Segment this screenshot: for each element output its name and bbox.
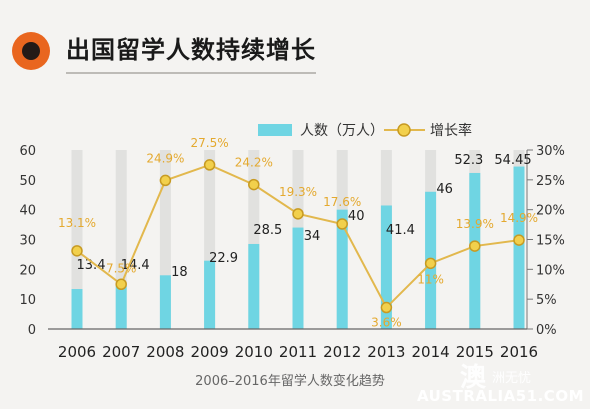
y-right-tick-label: 20% [536, 204, 565, 219]
bar-background [204, 150, 216, 329]
growth-rate-label: 11% [417, 272, 444, 286]
y-right-tick-label: 5% [536, 293, 557, 308]
y-left-tick-label: 30 [19, 234, 36, 249]
growth-rate-label: 17.6% [323, 195, 361, 209]
bar-value-label: 54.45 [494, 153, 531, 168]
legend-bar-swatch [258, 124, 292, 136]
growth-rate-point [424, 257, 437, 270]
legend-bar-label: 人数（万人） [300, 123, 384, 139]
x-tick-label: 2016 [500, 343, 538, 361]
x-tick-label: 2013 [367, 343, 405, 361]
bar [71, 289, 83, 329]
x-tick-label: 2007 [102, 343, 140, 361]
growth-rate-label: 27.5% [191, 136, 229, 150]
growth-rate-label: 19.3% [279, 185, 317, 199]
bar [115, 286, 127, 329]
bar [380, 205, 392, 329]
bar-value-label: 34 [304, 229, 321, 244]
bar [292, 227, 304, 329]
bar [204, 260, 216, 329]
x-tick-label: 2012 [323, 343, 361, 361]
growth-rate-point [159, 174, 172, 187]
y-left-tick-label: 10 [19, 293, 36, 308]
bar [336, 209, 348, 329]
growth-rate-point [469, 240, 481, 252]
bar-background [71, 150, 83, 329]
watermark-glyph: 澳 [460, 363, 487, 393]
x-tick-label: 2009 [191, 343, 229, 361]
bullet-icon [12, 32, 50, 70]
bar-background [115, 150, 127, 329]
growth-rate-point [336, 218, 348, 230]
chart-subtitle: 2006–2016年留学人数变化趋势 [195, 373, 385, 389]
x-tick-label: 2011 [279, 343, 317, 361]
x-tick-label: 2006 [58, 343, 96, 361]
y-right-tick-label: 15% [536, 234, 565, 249]
y-right-tick-label: 0% [536, 323, 557, 338]
bar-value-label: 18 [171, 265, 188, 280]
x-tick-label: 2015 [456, 343, 494, 361]
growth-rate-point [292, 208, 304, 220]
bar-value-label: 46 [436, 182, 453, 197]
bar-background [159, 150, 171, 329]
y-left-tick-label: 0 [28, 323, 36, 338]
growth-rate-point [203, 159, 216, 171]
y-left-tick-label: 20 [19, 263, 36, 278]
growth-rate-label: 13.9% [456, 217, 494, 231]
y-left-tick-label: 50 [19, 174, 36, 189]
legend-line-label: 增长率 [430, 122, 472, 139]
growth-rate-point [115, 278, 127, 290]
legend-line-marker [397, 123, 411, 137]
x-tick-label: 2008 [146, 343, 184, 361]
bar-value-label: 28.5 [253, 223, 282, 238]
bar-value-label: 22.9 [209, 251, 238, 266]
bar-value-label: 40 [348, 209, 365, 224]
growth-rate-point [513, 234, 525, 246]
growth-rate-label: 14.9% [500, 211, 538, 225]
bar [513, 166, 525, 329]
y-right-tick-label: 30% [536, 144, 565, 159]
bar-value-label: 52.3 [454, 153, 483, 168]
y-left-tick-label: 60 [19, 144, 36, 159]
title-divider [66, 72, 316, 74]
y-right-tick-label: 10% [536, 263, 565, 278]
growth-rate-label: 13.1% [58, 216, 96, 230]
x-tick-label: 2010 [235, 343, 273, 361]
growth-rate-label: 3.6% [371, 316, 402, 330]
y-right-tick-label: 25% [536, 174, 565, 189]
page-title: 出国留学人数持续增长 [66, 36, 316, 64]
bar-value-label: 41.4 [386, 223, 415, 238]
watermark-text: AUSTRALIA51.COM [416, 387, 584, 405]
growth-rate-label: 7.5% [106, 261, 137, 275]
growth-rate-label: 24.2% [235, 156, 273, 170]
bar-background [248, 150, 260, 329]
bar [248, 243, 260, 329]
y-left-tick-label: 40 [19, 204, 36, 219]
bar-value-label: 13.4 [77, 258, 106, 273]
growth-rate-point [248, 178, 260, 191]
growth-rate-label: 24.9% [146, 151, 184, 165]
header: 出国留学人数持续增长 [0, 0, 590, 80]
growth-rate-point [71, 245, 83, 257]
x-tick-label: 2014 [412, 343, 450, 361]
growth-rate-point [380, 301, 393, 314]
bar [159, 275, 171, 329]
watermark-glyph: 洲无忧 [492, 371, 531, 386]
